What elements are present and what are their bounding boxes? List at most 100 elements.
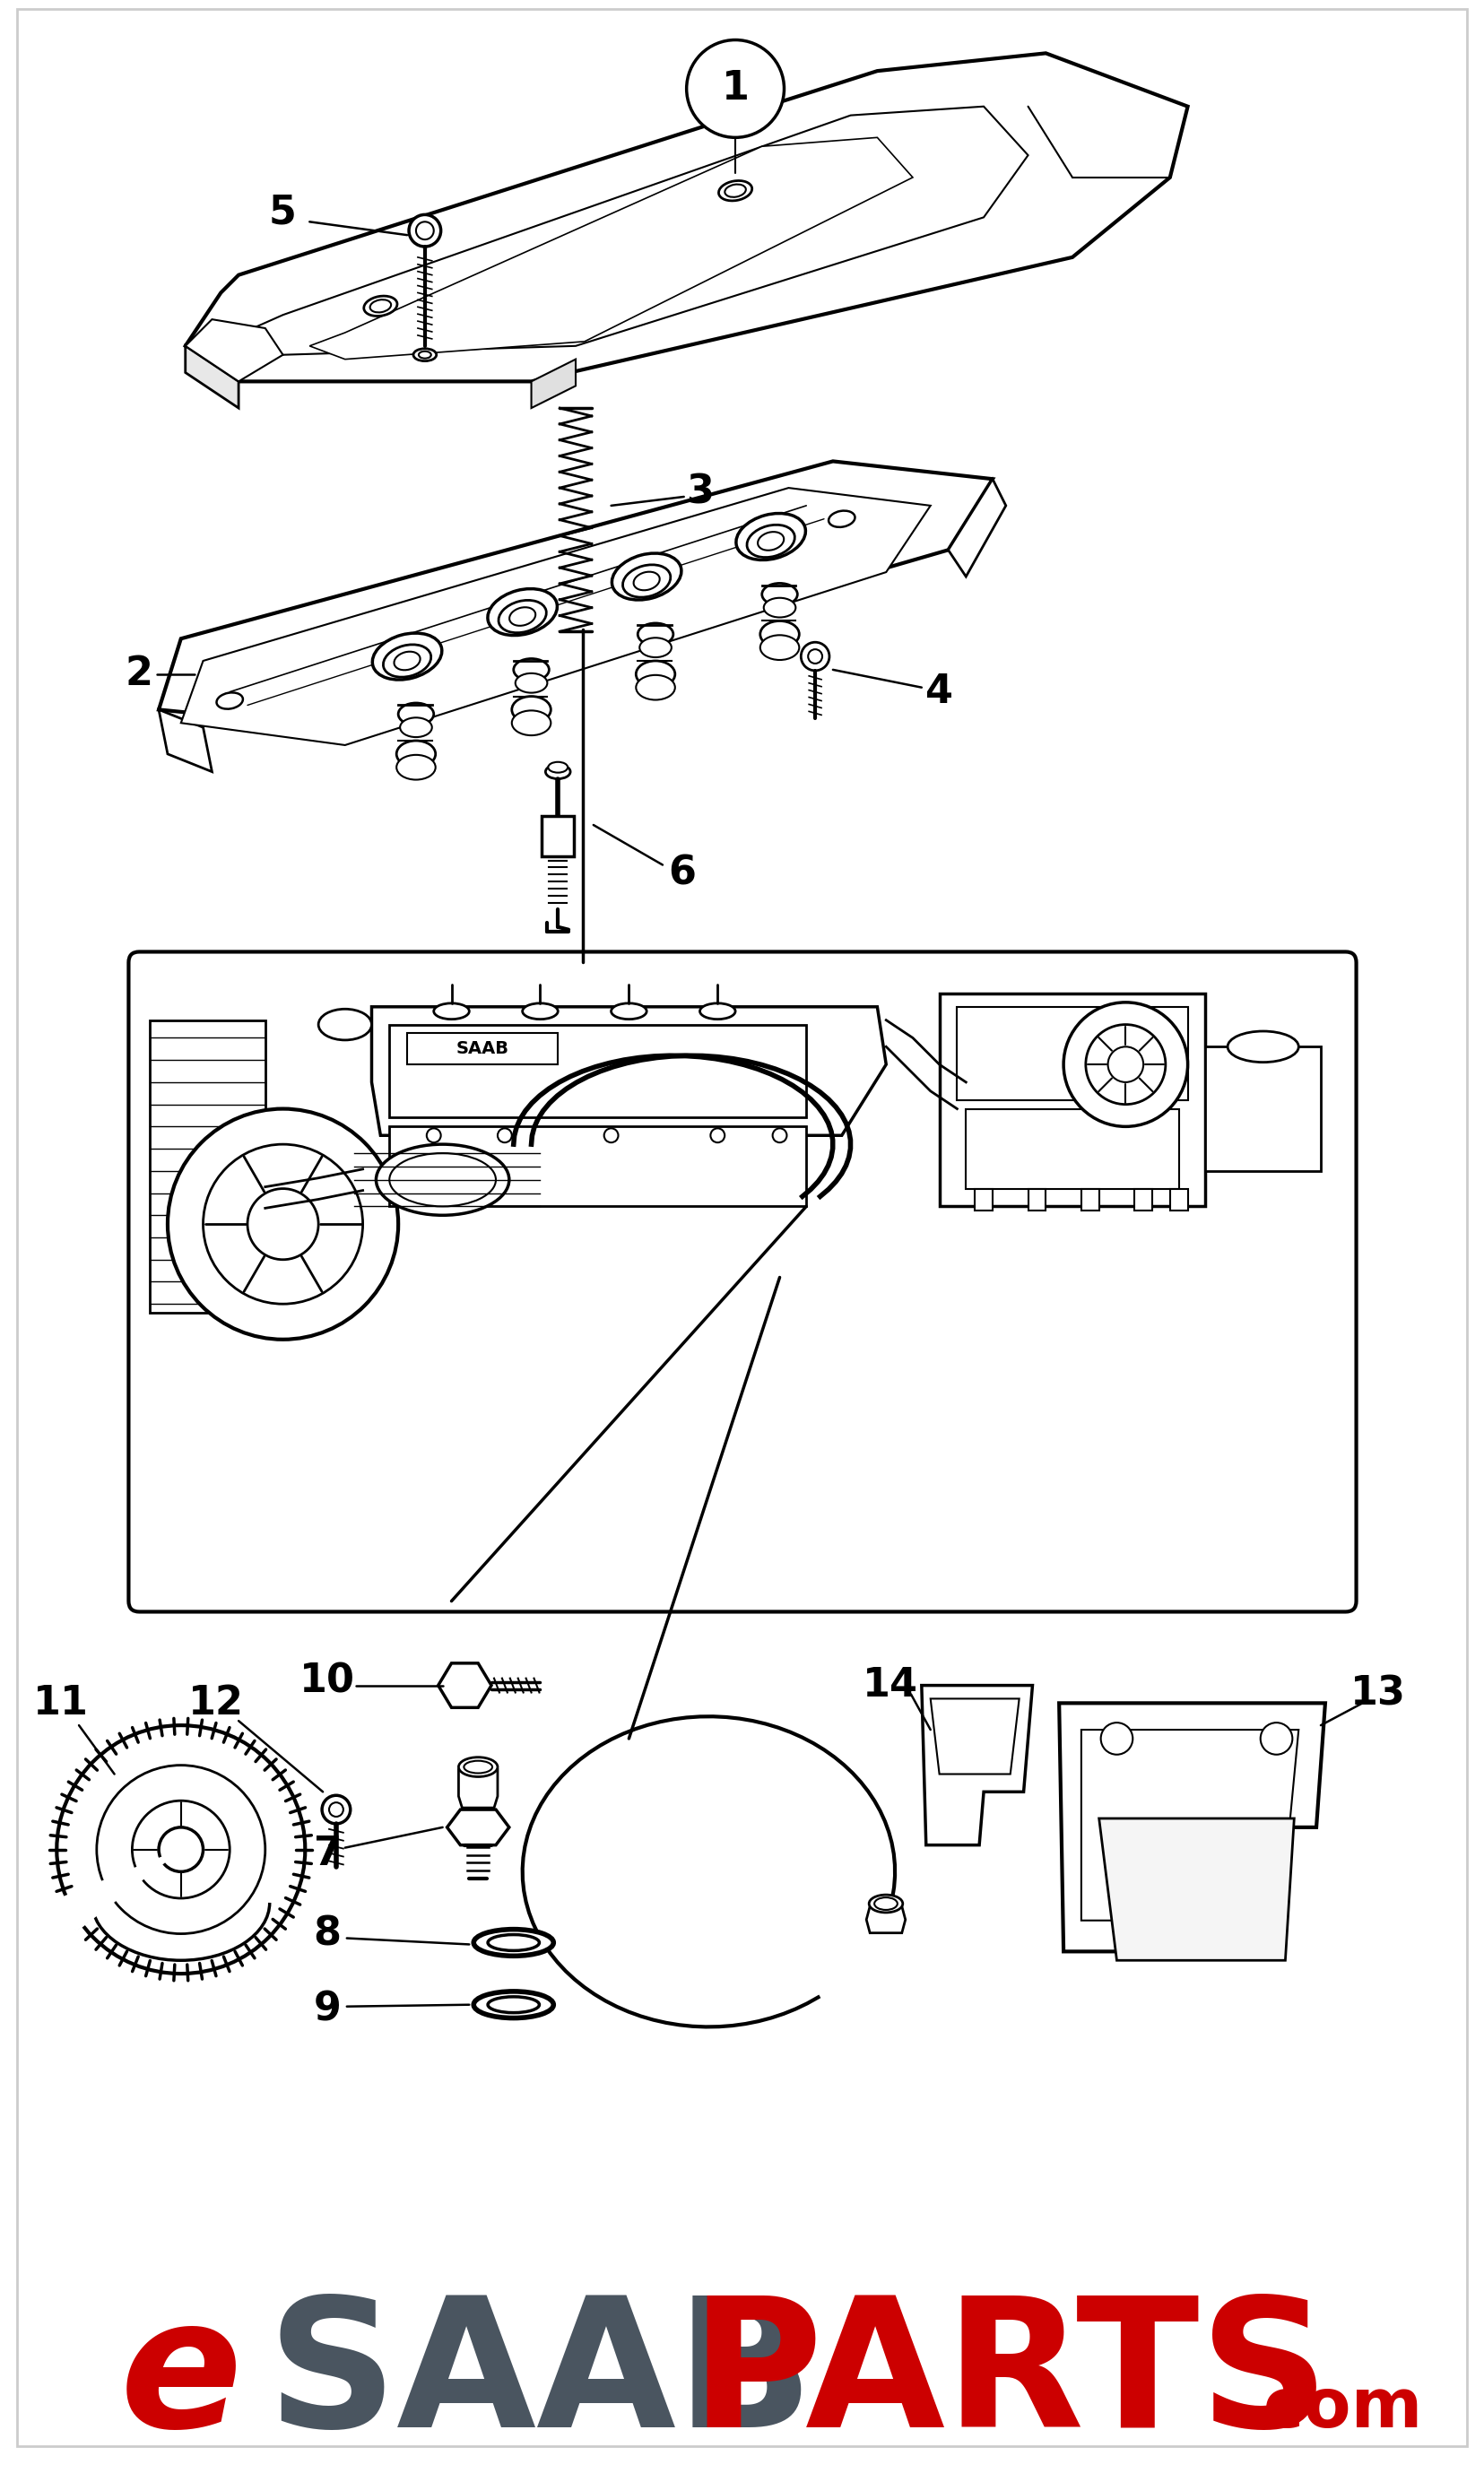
Circle shape: [801, 643, 830, 670]
Ellipse shape: [718, 181, 752, 201]
Polygon shape: [438, 1663, 491, 1708]
Circle shape: [1101, 1723, 1132, 1755]
Text: 9: 9: [313, 1991, 341, 2028]
Ellipse shape: [398, 702, 433, 725]
Circle shape: [203, 1144, 362, 1303]
Polygon shape: [1205, 1047, 1321, 1172]
Circle shape: [809, 650, 822, 663]
Ellipse shape: [473, 1929, 554, 1956]
Ellipse shape: [522, 1003, 558, 1020]
Ellipse shape: [509, 608, 536, 625]
Polygon shape: [389, 1025, 806, 1117]
Text: 6: 6: [668, 854, 696, 894]
Polygon shape: [922, 1685, 1033, 1844]
Ellipse shape: [724, 184, 746, 196]
Polygon shape: [371, 1008, 886, 1134]
Circle shape: [132, 1802, 230, 1899]
Ellipse shape: [396, 755, 435, 779]
Text: .com: .com: [1238, 2375, 1422, 2442]
Circle shape: [329, 1802, 343, 1817]
Polygon shape: [181, 489, 930, 745]
Ellipse shape: [488, 1996, 539, 2013]
Circle shape: [248, 1189, 319, 1258]
Text: SAAB: SAAB: [267, 2291, 813, 2465]
Polygon shape: [939, 993, 1205, 1206]
Ellipse shape: [464, 1760, 493, 1772]
FancyBboxPatch shape: [129, 951, 1356, 1611]
Polygon shape: [459, 1770, 497, 1807]
Text: 4: 4: [926, 673, 953, 712]
Text: PARTS: PARTS: [690, 2291, 1330, 2465]
Circle shape: [56, 1725, 306, 1973]
Text: 11: 11: [34, 1683, 89, 1723]
FancyBboxPatch shape: [1169, 1189, 1187, 1211]
Ellipse shape: [761, 583, 797, 606]
Text: 3: 3: [686, 474, 714, 511]
Ellipse shape: [1227, 1030, 1298, 1062]
Ellipse shape: [389, 1154, 496, 1206]
Ellipse shape: [760, 635, 800, 660]
Ellipse shape: [870, 1894, 902, 1914]
Polygon shape: [159, 710, 212, 772]
FancyBboxPatch shape: [1028, 1189, 1046, 1211]
Polygon shape: [186, 52, 1187, 382]
Ellipse shape: [418, 352, 430, 357]
Ellipse shape: [764, 598, 795, 618]
Ellipse shape: [513, 658, 549, 680]
Polygon shape: [407, 1033, 558, 1065]
Ellipse shape: [623, 566, 671, 598]
Circle shape: [159, 1827, 203, 1871]
Polygon shape: [930, 1698, 1020, 1775]
Circle shape: [322, 1794, 350, 1824]
FancyBboxPatch shape: [975, 1189, 993, 1211]
Polygon shape: [243, 107, 1028, 355]
Polygon shape: [186, 345, 239, 407]
Ellipse shape: [433, 1003, 469, 1020]
Circle shape: [168, 1109, 398, 1340]
Polygon shape: [389, 1127, 806, 1206]
Circle shape: [416, 221, 433, 238]
Ellipse shape: [383, 645, 430, 678]
Ellipse shape: [364, 295, 398, 315]
Ellipse shape: [414, 347, 436, 360]
Text: 2: 2: [125, 655, 153, 692]
Ellipse shape: [372, 633, 442, 680]
Ellipse shape: [395, 653, 420, 670]
Ellipse shape: [760, 620, 800, 648]
Ellipse shape: [736, 514, 806, 561]
Text: e: e: [120, 2291, 242, 2465]
Ellipse shape: [319, 1010, 371, 1040]
Ellipse shape: [548, 762, 568, 772]
Circle shape: [711, 1129, 724, 1142]
Ellipse shape: [515, 673, 548, 692]
Circle shape: [604, 1129, 619, 1142]
Ellipse shape: [634, 571, 660, 591]
Polygon shape: [150, 1020, 266, 1313]
Ellipse shape: [401, 717, 432, 737]
Text: 7: 7: [313, 1834, 341, 1874]
Polygon shape: [867, 1906, 905, 1933]
Ellipse shape: [637, 675, 675, 700]
FancyBboxPatch shape: [1082, 1189, 1100, 1211]
Ellipse shape: [611, 1003, 647, 1020]
Ellipse shape: [611, 553, 681, 601]
Polygon shape: [159, 462, 993, 727]
Text: 14: 14: [862, 1665, 919, 1705]
Ellipse shape: [512, 710, 551, 735]
Ellipse shape: [473, 1991, 554, 2018]
Circle shape: [1109, 1047, 1143, 1082]
Ellipse shape: [488, 1933, 539, 1951]
Circle shape: [773, 1129, 787, 1142]
Circle shape: [427, 1129, 441, 1142]
Circle shape: [687, 40, 784, 137]
Circle shape: [96, 1765, 266, 1933]
Ellipse shape: [370, 300, 392, 313]
Text: 13: 13: [1350, 1675, 1407, 1713]
Ellipse shape: [499, 601, 546, 633]
Text: SAAB: SAAB: [456, 1040, 509, 1057]
Text: 1: 1: [721, 69, 749, 109]
Ellipse shape: [828, 511, 855, 526]
Ellipse shape: [459, 1757, 497, 1777]
Circle shape: [1064, 1003, 1187, 1127]
Ellipse shape: [746, 524, 795, 558]
